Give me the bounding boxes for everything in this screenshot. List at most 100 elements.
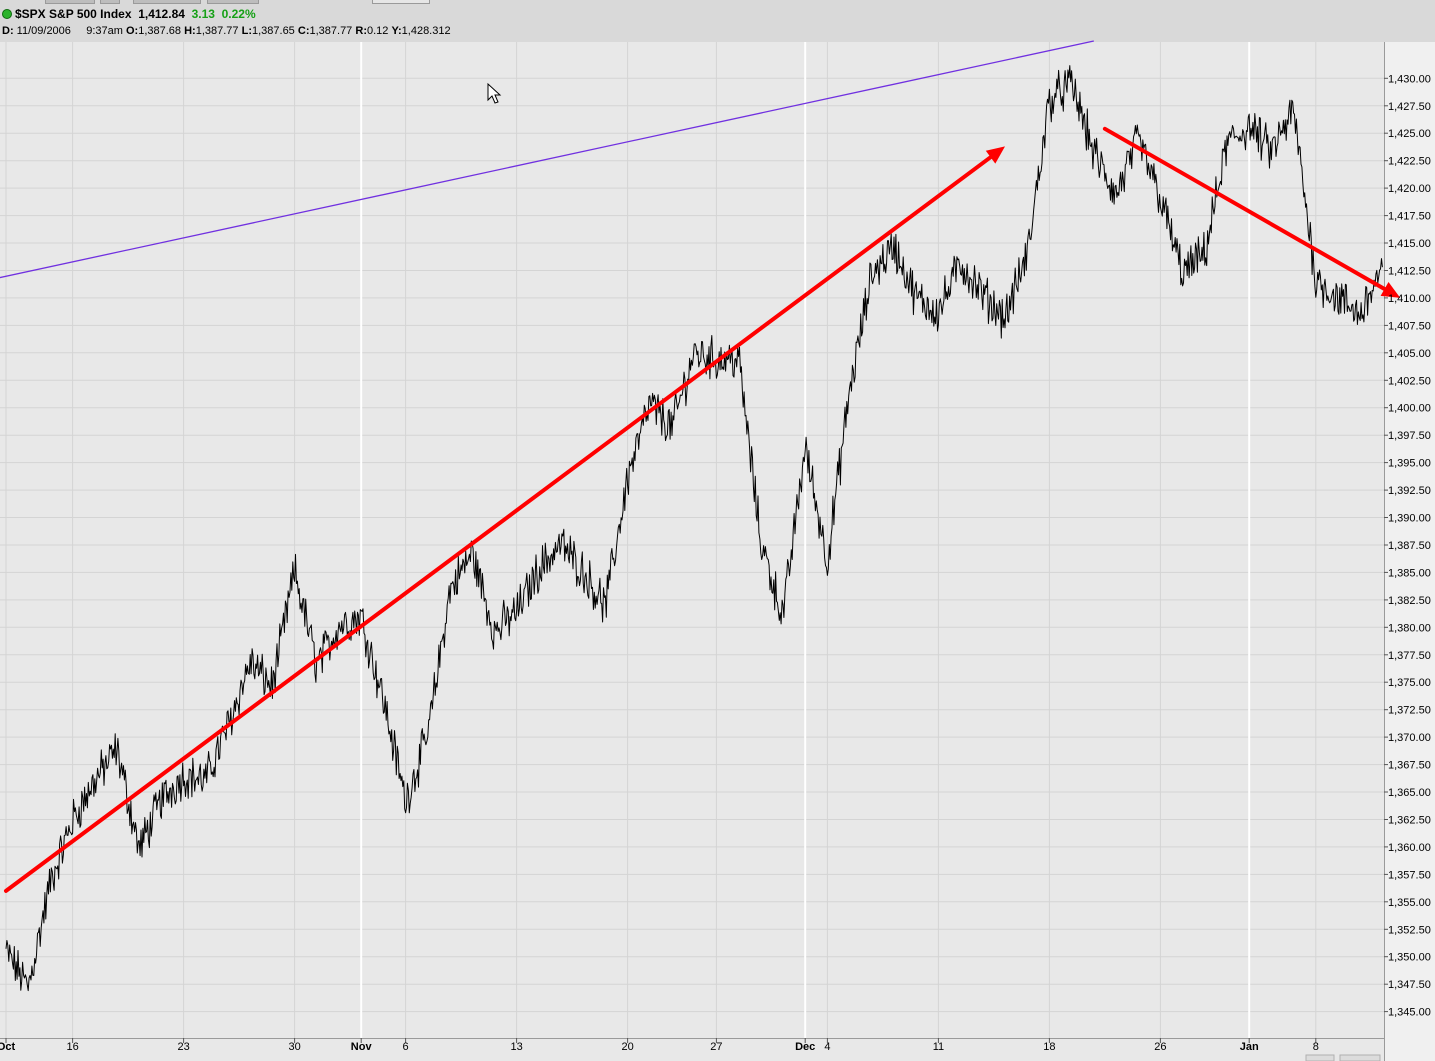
low-label: L: [241,25,252,37]
time-value: 9:37am [86,25,123,37]
instrument-name: S&P 500 Index [49,7,132,21]
y-tick-label: 1,352.50 [1388,924,1431,936]
y-tick-label: 1,415.00 [1388,238,1431,250]
tab-stub[interactable] [45,0,95,4]
x-axis-ticks: Oct 16 23 30 Nov 6 13 20 27 Dec 4 11 18 26 Jan 8 [0,1038,1319,1053]
y-tick-label: 1,372.50 [1388,705,1431,717]
y-tick-label: 1,410.00 [1388,293,1431,305]
price-series [5,65,1383,992]
tab-stub[interactable] [372,0,430,4]
scroll-stub[interactable] [1339,1054,1381,1061]
x-axis-panel [0,1038,1384,1061]
y-tick-label: 1,350.00 [1388,952,1431,964]
date-value: 11/09/2006 [16,25,71,37]
price-line [5,65,1383,992]
y-tick-label: 1,380.00 [1388,622,1431,634]
y-tick-label: 1,427.50 [1388,101,1431,113]
y-value: 1,428.312 [401,25,451,37]
y-tick-label: 1,395.00 [1388,458,1431,470]
y-tick-label: 1,425.00 [1388,128,1431,140]
scroll-stub[interactable] [1305,1054,1335,1061]
mouse-pointer-icon [487,82,502,104]
y-tick-label: 1,357.50 [1388,869,1431,881]
symbol: $SPX [15,7,46,21]
high-value: 1,387.77 [195,25,239,37]
percent-change: 0.22% [221,7,256,21]
x-tick-label: 4 [824,1041,830,1053]
green-dot-icon [2,9,12,19]
y-tick-label: 1,370.00 [1388,732,1431,744]
y-axis-ticks: 1,345.00 1,347.50 1,350.00 1,352.50 1,355.00… [1384,73,1431,1019]
y-tick-label: 1,400.00 [1388,403,1431,415]
x-tick-label: 13 [510,1041,522,1053]
x-tick-label: Nov [351,1041,373,1053]
y-tick-label: 1,362.50 [1388,815,1431,827]
horizontal-gridlines [0,77,1384,1013]
x-tick-label: Oct [0,1041,16,1053]
close-value: 1,387.77 [309,25,353,37]
x-tick-label: 11 [933,1041,944,1053]
y-tick-label: 1,407.50 [1388,320,1431,332]
y-tick-label: 1,405.00 [1388,348,1431,360]
x-tick-label: 16 [66,1041,78,1053]
x-tick-label: 6 [403,1041,409,1053]
y-tick-label: 1,385.00 [1388,567,1431,579]
open-value: 1,387.68 [138,25,182,37]
y-tick-label: 1,345.00 [1388,1007,1431,1019]
x-tick-label: 8 [1313,1041,1319,1053]
y-tick-label: 1,360.00 [1388,842,1431,854]
uptrend-arrow-head [985,146,1005,164]
downtrend-arrow [1102,126,1387,291]
y-tick-label: 1,347.50 [1388,979,1431,991]
net-change: 3.13 [191,7,215,21]
low-value: 1,387.65 [251,25,295,37]
x-tick-label: 30 [288,1041,300,1053]
last-price: 1,412.84 [138,7,185,21]
y-tick-label: 1,417.50 [1388,211,1431,223]
y-tick-label: 1,412.50 [1388,266,1431,278]
y-tick-label: 1,422.50 [1388,156,1431,168]
y-tick-label: 1,365.00 [1388,787,1431,799]
x-tick-label: Jan [1240,1041,1259,1053]
downtrend-arrow-head [1380,282,1401,298]
channel-trendline [0,40,1094,279]
y-tick-label: 1,392.50 [1388,485,1431,497]
x-tick-label: 20 [621,1041,633,1053]
y-tick-label: 1,355.00 [1388,897,1431,909]
open-label: O: [125,25,139,37]
tab-stub[interactable] [100,0,120,4]
y-tick-label: 1,377.50 [1388,650,1431,662]
date-label: D: [2,25,14,37]
x-tick-label: 23 [177,1041,189,1053]
y-tick-label: 1,430.00 [1388,73,1431,85]
y-tick-label: 1,375.00 [1388,677,1431,689]
plot-area[interactable] [0,42,1384,1038]
y-tick-label: 1,382.50 [1388,595,1431,607]
y-tick-label: 1,390.00 [1388,513,1431,525]
range-label: R: [355,25,367,37]
x-tick-label: 27 [710,1041,722,1053]
close-label: C: [297,25,310,37]
y-tick-label: 1,402.50 [1388,375,1431,387]
ohlc-readout: D: 11/09/2006 9:37am O:1,387.68 H:1,387.… [2,25,451,37]
y-tick-label: 1,387.50 [1388,540,1431,552]
x-tick-label: Dec [795,1041,815,1053]
tab-stub[interactable] [207,0,259,4]
quote-line: $SPX S&P 500 Index 1,412.84 3.13 0.22% [2,7,256,21]
high-label: H: [184,25,196,37]
tab-strip [0,0,1435,4]
tab-stub[interactable] [133,0,201,4]
y-axis-panel[interactable] [1384,42,1435,1061]
y-tick-label: 1,397.50 [1388,430,1431,442]
y-tick-label: 1,420.00 [1388,183,1431,195]
uptrend-arrow [4,155,993,893]
annotation-layer [0,40,1401,893]
x-tick-label: 18 [1043,1041,1055,1053]
y-tick-label: 1,367.50 [1388,760,1431,772]
range-value: 0.12 [366,25,389,37]
y-label: Y: [391,25,402,37]
quote-header: $SPX S&P 500 Index 1,412.84 3.13 0.22% D… [0,0,1435,43]
x-tick-label: 26 [1154,1041,1166,1053]
scroll-stubs [1305,1054,1381,1061]
